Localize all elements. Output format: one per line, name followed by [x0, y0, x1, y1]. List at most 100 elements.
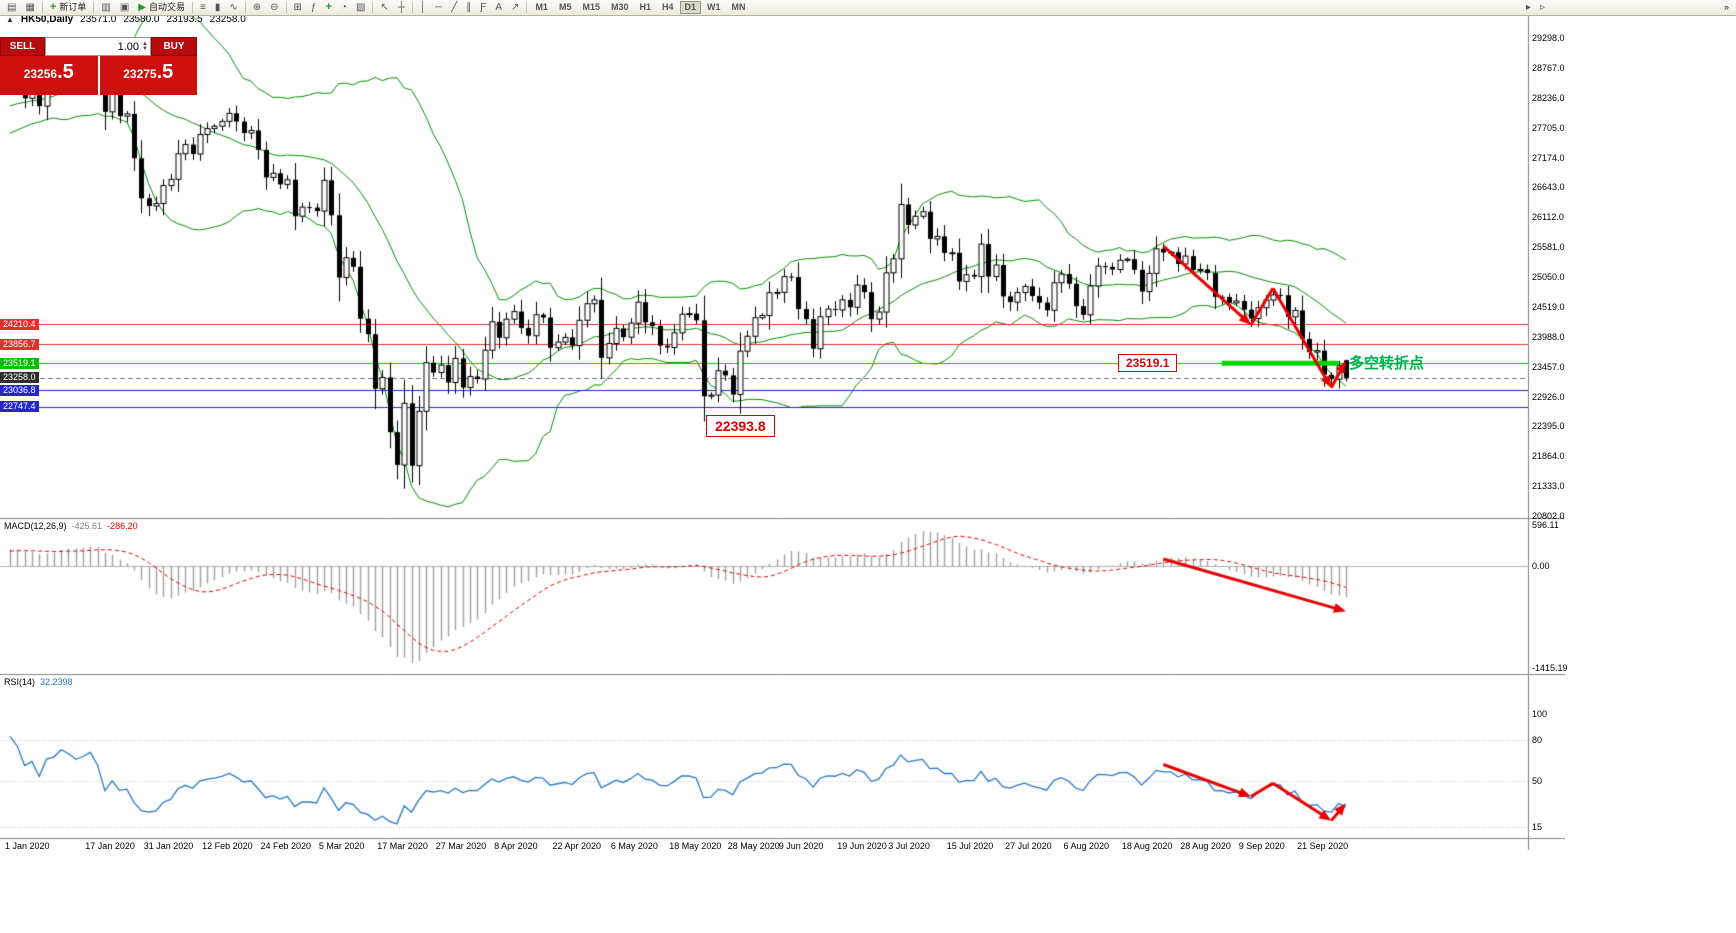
zoom-out-button[interactable]: ⊖: [266, 1, 282, 15]
indicators-list-icon: ƒ: [310, 1, 317, 13]
add-indicator-icon: +: [325, 1, 332, 13]
current-price-badge: 23258.0: [0, 372, 39, 384]
timeframe-m1-button[interactable]: M1: [530, 1, 553, 14]
rsi-axis-label: 15: [1532, 822, 1543, 833]
trade-panel-prices-row: 23256 .5 23275 .5: [0, 56, 197, 95]
one-click-toggle-icon[interactable]: ▲: [6, 15, 14, 24]
templates-button[interactable]: ▧: [352, 1, 369, 15]
time-axis-label: 31 Jan 2020: [143, 841, 194, 851]
macd-axis-zero-label: 0.00: [1532, 561, 1550, 572]
chart-profiles-button[interactable]: ▦: [21, 1, 38, 15]
market-watch-icon: ▥: [101, 1, 111, 13]
sell-price-button[interactable]: 23256 .5: [0, 56, 98, 95]
price-axis-label: 28767.0: [1532, 62, 1565, 73]
candlestick-mode-button[interactable]: ▮: [211, 1, 225, 15]
line-chart-mode-button[interactable]: ∿: [225, 1, 241, 15]
buy-price-button[interactable]: 23275 .5: [99, 56, 197, 95]
text-tool-icon: A: [495, 1, 503, 13]
volume-down-icon[interactable]: ▼: [142, 45, 148, 52]
timeframe-m30-button[interactable]: M30: [606, 1, 634, 14]
price-axis-label: 26643.0: [1532, 182, 1565, 193]
trendline-tool-button[interactable]: ╱: [447, 1, 461, 15]
period-selector-button[interactable]: ◔: [337, 1, 351, 15]
toolbar-overflow-icon[interactable]: »: [1720, 1, 1733, 15]
buy-button[interactable]: BUY: [151, 37, 197, 56]
turning-level-price-label[interactable]: 23519.1: [1118, 354, 1178, 372]
timeframe-d1-button[interactable]: D1: [679, 1, 702, 14]
price-axis-label: 27174.0: [1532, 152, 1565, 163]
toolbar-separator: [285, 2, 287, 13]
time-axis-label: 28 Aug 2020: [1180, 841, 1231, 851]
timeframe-h4-button[interactable]: H4: [657, 1, 679, 14]
new-chart-button[interactable]: ▤: [3, 1, 20, 15]
volume-value[interactable]: 1.00: [117, 40, 140, 53]
rsi-axis-label: 80: [1532, 735, 1543, 746]
toolbar-separator: [244, 2, 246, 13]
channel-tool-button[interactable]: ∥: [462, 1, 475, 15]
cursor-tool-button[interactable]: ↖: [376, 1, 392, 15]
toolbar-separator: [41, 2, 43, 13]
time-axis-label: 3 Jul 2020: [888, 841, 930, 851]
price-line-badge: 22747.4: [0, 401, 39, 413]
rsi-axis-label: 100: [1532, 708, 1548, 719]
add-indicator-button[interactable]: +: [321, 1, 335, 15]
bar-chart-mode-button[interactable]: ≡: [196, 1, 210, 15]
price-line-badge: 23856.7: [0, 338, 39, 350]
tile-windows-button[interactable]: ⊞: [290, 1, 306, 15]
turning-point-text[interactable]: 多空转折点: [1349, 355, 1425, 372]
may-low-price-label[interactable]: 22393.8: [706, 415, 775, 437]
price-axis-label: 28236.0: [1532, 92, 1565, 103]
bar-chart-mode-icon: ≡: [199, 1, 206, 13]
text-tool-button[interactable]: A: [491, 1, 506, 15]
fibonacci-tool-button[interactable]: Ƒ: [476, 1, 490, 15]
time-axis-label: 5 Mar 2020: [318, 841, 365, 851]
price-axis-label: 21333.0: [1532, 481, 1565, 492]
timeframe-w1-button[interactable]: W1: [702, 1, 726, 14]
new-order-button[interactable]: + 新订单: [46, 1, 90, 15]
volume-spinner[interactable]: ▲ ▼: [142, 40, 148, 52]
price-axis-label: 22395.0: [1532, 421, 1565, 432]
one-click-trading-panel: SELL 1.00 ▲ ▼ BUY 23256 .5 23275 .5: [0, 37, 197, 95]
auto-trading-button[interactable]: ▶ 自动交易: [134, 1, 189, 15]
time-axis-label: 1 Jan 2020: [5, 841, 50, 851]
indicators-list-button[interactable]: ƒ: [307, 1, 321, 15]
volume-up-icon[interactable]: ▲: [142, 40, 148, 47]
new-order-icon: +: [49, 1, 57, 13]
ohlc-low: 23193.5: [166, 14, 203, 25]
toolbar-separator: [526, 2, 528, 13]
time-axis-label: 6 Aug 2020: [1063, 841, 1110, 851]
auto-scroll-button[interactable]: ▸: [1522, 1, 1535, 15]
chart-shift-icon: ▹: [1539, 1, 1545, 13]
timeframe-mn-button[interactable]: MN: [727, 1, 751, 14]
time-axis-label: 28 May 2020: [727, 841, 780, 851]
market-watch-button[interactable]: ▥: [97, 1, 114, 15]
sell-price-main: 23256: [23, 67, 58, 81]
chart-shift-button[interactable]: ▹: [1536, 1, 1549, 15]
timeframe-m15-button[interactable]: M15: [577, 1, 605, 14]
price-line-badge: 23519.1: [0, 357, 39, 369]
price-axis-label: 23988.0: [1532, 331, 1565, 342]
crosshair-tool-button[interactable]: ┼: [394, 1, 409, 15]
toolbar-separator: [411, 2, 413, 13]
zoom-out-icon: ⊖: [270, 1, 279, 13]
macd-value-main: -425.61: [71, 521, 103, 531]
auto-trading-label: 自动交易: [148, 2, 185, 12]
macd-axis-max-label: 596.11: [1532, 520, 1559, 530]
navigator-button[interactable]: ▣: [116, 1, 133, 15]
price-line-badge: 24210.4: [0, 318, 39, 330]
horizontal-line-tool-button[interactable]: ─: [431, 1, 446, 15]
arrows-tool-button[interactable]: ↗: [507, 1, 523, 15]
timeframe-m5-button[interactable]: M5: [554, 1, 577, 14]
sell-button[interactable]: SELL: [0, 37, 45, 56]
arrows-tool-icon: ↗: [511, 1, 520, 13]
timeframe-h1-button[interactable]: H1: [635, 1, 657, 14]
macd-value-signal: -286.20: [107, 521, 138, 531]
rsi-value: 32.2398: [40, 677, 73, 687]
rsi-indicator-label: RSI(14) 32.2398: [4, 677, 73, 687]
time-axis-label: 19 Jun 2020: [837, 841, 887, 851]
zoom-in-button[interactable]: ⊕: [249, 1, 265, 15]
vertical-line-tool-button[interactable]: │: [416, 1, 430, 15]
price-line-badge: 23036.8: [0, 384, 39, 396]
volume-stepper[interactable]: 1.00 ▲ ▼: [45, 37, 151, 56]
